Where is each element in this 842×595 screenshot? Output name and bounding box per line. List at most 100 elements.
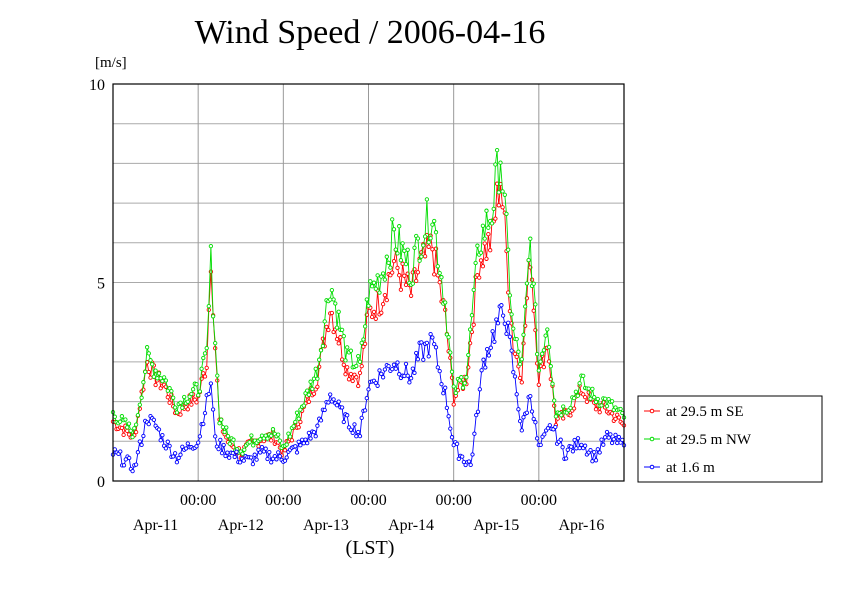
data-point-at-29-5-m-nw — [148, 358, 153, 363]
data-point-at-29-5-m-nw — [249, 433, 254, 438]
data-point-at-1-6-m — [274, 457, 279, 462]
data-point-at-29-5-m-se — [194, 400, 199, 405]
data-point-at-29-5-m-nw — [293, 419, 298, 425]
data-point-at-29-5-m-nw — [548, 364, 553, 369]
data-point-at-29-5-m-nw — [169, 388, 174, 394]
data-point-at-1-6-m — [223, 453, 228, 459]
data-point-at-29-5-m-nw — [242, 447, 247, 452]
data-point-at-1-6-m — [534, 436, 540, 441]
data-point-at-29-5-m-nw — [368, 279, 373, 284]
data-point-at-29-5-m-nw — [491, 206, 496, 212]
data-point-at-29-5-m-nw — [403, 261, 409, 267]
data-point-at-1-6-m — [533, 420, 538, 425]
y-tick-label: 10 — [89, 77, 105, 94]
data-point-at-1-6-m — [254, 457, 259, 462]
data-point-at-1-6-m — [133, 462, 139, 467]
data-point-at-1-6-m — [305, 440, 310, 446]
data-point-at-29-5-m-nw — [320, 343, 326, 349]
data-point-at-29-5-m-nw — [217, 421, 222, 426]
data-point-at-29-5-m-se — [348, 371, 354, 377]
data-point-at-29-5-m-nw — [180, 405, 185, 410]
data-point-at-29-5-m-nw — [604, 403, 610, 409]
data-point-at-29-5-m-nw — [156, 371, 162, 376]
data-point-at-29-5-m-nw — [317, 357, 322, 362]
y-axis-unit-label: [m/s] — [95, 55, 127, 71]
data-point-at-29-5-m-se — [146, 369, 151, 375]
data-point-at-29-5-m-nw — [294, 410, 300, 415]
data-point-at-29-5-m-nw — [478, 250, 484, 255]
data-point-at-29-5-m-nw — [305, 388, 310, 393]
data-point-at-29-5-m-nw — [443, 300, 448, 305]
data-point-at-29-5-m-se — [339, 357, 345, 362]
data-point-at-1-6-m — [366, 387, 371, 392]
data-point-at-29-5-m-nw — [311, 376, 317, 381]
data-point-at-1-6-m — [313, 434, 318, 439]
data-point-at-29-5-m-nw — [432, 218, 437, 224]
data-point-at-29-5-m-se — [521, 341, 526, 346]
data-point-at-29-5-m-nw — [571, 395, 577, 401]
data-point-at-29-5-m-nw — [380, 271, 386, 276]
data-point-at-1-6-m — [595, 447, 600, 452]
data-point-at-1-6-m — [348, 427, 354, 432]
data-point-at-29-5-m-nw — [135, 412, 141, 418]
data-point-at-29-5-m-nw — [182, 394, 187, 400]
data-point-at-29-5-m-nw — [265, 436, 270, 441]
data-point-at-29-5-m-nw — [541, 348, 547, 353]
data-point-at-1-6-m — [435, 365, 440, 370]
data-point-at-29-5-m-se — [178, 412, 183, 417]
data-point-at-1-6-m — [484, 346, 490, 352]
data-point-at-29-5-m-nw — [196, 393, 201, 398]
data-point-at-1-6-m — [213, 434, 218, 439]
data-point-at-29-5-m-nw — [575, 393, 580, 398]
data-point-at-29-5-m-nw — [160, 378, 165, 384]
data-point-at-29-5-m-nw — [361, 337, 366, 342]
data-point-at-29-5-m-se — [451, 402, 456, 407]
data-point-at-29-5-m-nw — [417, 258, 422, 263]
data-point-at-1-6-m — [529, 409, 535, 414]
data-point-at-29-5-m-nw — [507, 293, 513, 298]
data-point-at-1-6-m — [424, 340, 430, 346]
data-point-at-1-6-m — [402, 373, 407, 379]
data-point-at-29-5-m-nw — [457, 378, 462, 383]
data-point-at-1-6-m — [252, 452, 257, 457]
data-point-at-29-5-m-nw — [161, 375, 167, 380]
data-point-at-29-5-m-nw — [523, 304, 528, 309]
data-point-at-29-5-m-nw — [500, 189, 505, 194]
data-point-at-29-5-m-nw — [329, 287, 335, 293]
data-point-at-29-5-m-nw — [213, 340, 218, 346]
data-point-at-1-6-m — [127, 455, 132, 461]
data-point-at-29-5-m-nw — [410, 281, 415, 286]
data-point-at-29-5-m-nw — [524, 281, 530, 286]
data-point-at-29-5-m-nw — [276, 432, 281, 437]
data-point-at-1-6-m — [446, 414, 451, 419]
data-point-at-1-6-m — [356, 429, 361, 435]
data-point-at-1-6-m — [180, 444, 185, 449]
data-point-at-1-6-m — [558, 437, 563, 442]
data-point-at-29-5-m-se — [471, 322, 476, 327]
data-point-at-29-5-m-nw — [419, 254, 424, 259]
data-point-at-1-6-m — [248, 455, 254, 460]
data-point-at-29-5-m-nw — [190, 387, 196, 392]
data-point-at-1-6-m — [208, 381, 214, 386]
data-point-at-29-5-m-nw — [194, 382, 199, 387]
data-point-at-1-6-m — [486, 353, 492, 358]
data-point-at-1-6-m — [230, 450, 235, 456]
data-point-at-1-6-m — [593, 458, 599, 463]
data-point-at-1-6-m — [393, 366, 398, 371]
data-point-at-1-6-m — [158, 438, 163, 443]
data-point-at-29-5-m-se — [484, 256, 489, 261]
data-point-at-29-5-m-nw — [144, 345, 150, 350]
data-point-at-29-5-m-nw — [163, 378, 169, 383]
x-tick-time-label: 00:00 — [521, 492, 557, 509]
data-point-at-29-5-m-se — [282, 448, 288, 453]
data-point-at-1-6-m — [386, 363, 391, 369]
data-point-at-29-5-m-nw — [371, 280, 377, 285]
data-point-at-29-5-m-nw — [402, 248, 407, 253]
data-point-at-29-5-m-se — [488, 248, 493, 253]
data-point-at-29-5-m-nw — [528, 236, 533, 241]
data-point-at-1-6-m — [135, 450, 141, 455]
data-point-at-29-5-m-nw — [599, 403, 604, 408]
data-point-at-1-6-m — [218, 437, 223, 443]
data-point-at-1-6-m — [241, 458, 246, 463]
data-point-at-29-5-m-nw — [199, 366, 204, 371]
